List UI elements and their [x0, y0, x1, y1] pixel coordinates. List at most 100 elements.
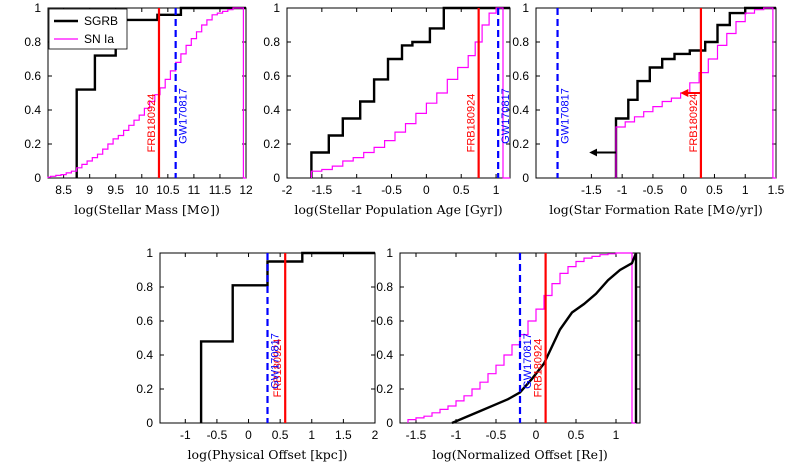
- x-tick-label: -0.5: [486, 428, 507, 442]
- x-tick-label: -1.5: [406, 428, 427, 442]
- x-tick-label: -0.5: [643, 183, 664, 197]
- axes-box: [47, 7, 247, 179]
- y-tick-label: 0.2: [263, 137, 280, 151]
- legend-label-sn: SN Ia: [84, 32, 114, 46]
- x-tick-label: 12: [239, 183, 253, 197]
- x-tick-label: 1.5: [768, 183, 785, 197]
- x-tick-label: 0: [680, 183, 687, 197]
- x-tick-label: 1: [493, 183, 500, 197]
- y-tick-label: 0.8: [512, 35, 529, 49]
- y-tick-label: 0.2: [376, 382, 393, 396]
- y-tick-label: 0.6: [263, 69, 280, 83]
- y-tick-label: 0.4: [263, 103, 280, 117]
- panel-1: 8.5 9 9.5 10 10.5 11 11.5 12 0 0.2 0.4 0.6 0.8 1 log(S…: [24, 1, 253, 217]
- panel-4: -1 -0.5 0 0.5 1 1.5 2 0 0.2 0.4 0.6 0.8 1 log(Physica…: [136, 246, 378, 462]
- y-tick-label: 0: [146, 416, 153, 430]
- y-tick-label: 0.4: [376, 348, 393, 362]
- vline-label-frb180924: FRB180924: [533, 339, 545, 398]
- y-tick-label: 0.4: [24, 103, 41, 117]
- x-tick-label: -0.5: [207, 428, 228, 442]
- y-tick-label: 0.8: [376, 280, 393, 294]
- vline-label-frb180924: FRB180924: [146, 94, 158, 153]
- y-tick-label: 0.8: [24, 35, 41, 49]
- y-tick-label: 0: [522, 171, 529, 185]
- x-tick-label: 11: [188, 183, 201, 197]
- vline-label-gw170817: GW170817: [560, 88, 572, 144]
- x-tick-label: 10: [135, 183, 149, 197]
- panel-5: -1.5 -1 -0.5 0 0.5 1 0 0.2 0.4 0.6 0.8 1 log(Normali…: [376, 246, 641, 462]
- y-tick-label: 0: [273, 171, 280, 185]
- x-axis-label: log(Stellar Mass [M⊙]): [74, 202, 220, 217]
- x-tick-label: 1.5: [335, 428, 352, 442]
- y-tick-label: 1: [273, 1, 280, 15]
- vline-label-frb180924: FRB180924: [272, 339, 284, 398]
- y-tick-label: 0.2: [24, 137, 41, 151]
- y-tick-label: 0.6: [512, 69, 529, 83]
- x-tick-label: 1: [308, 428, 315, 442]
- x-tick-label: 0.5: [453, 183, 470, 197]
- x-tick-label: 0.5: [706, 183, 723, 197]
- x-tick-label: 0.5: [568, 428, 585, 442]
- series-sgrb: [310, 6, 510, 178]
- x-tick-label: -1: [451, 428, 462, 442]
- vline-label-gw170817: GW170817: [270, 333, 282, 389]
- x-tick-label: 2: [372, 428, 379, 442]
- x-tick-label: 1: [613, 428, 620, 442]
- x-axis-label: log(Star Formation Rate [M⊙/yr]): [549, 202, 762, 217]
- x-tick-label: -1: [180, 428, 191, 442]
- x-tick-label: -1: [351, 183, 362, 197]
- vline-label-frb180924: FRB180924: [466, 94, 478, 153]
- y-tick-label: 0.2: [512, 137, 529, 151]
- vline-label-gw170817: GW170817: [522, 333, 534, 389]
- vline-label-frb180924: FRB180924: [688, 94, 700, 153]
- x-tick-label: 0: [423, 183, 430, 197]
- x-axis-label: log(Normalized Offset [Re]): [432, 447, 607, 462]
- y-tick-label: 0.8: [136, 280, 153, 294]
- y-tick-label: 0: [34, 171, 41, 185]
- x-tick-label: 1: [742, 183, 749, 197]
- x-tick-label: 0: [533, 428, 540, 442]
- vline-label-gw170817: GW170817: [178, 88, 190, 144]
- x-tick-label: 10.5: [156, 183, 180, 197]
- y-tick-label: 0: [386, 416, 393, 430]
- series-sn-ia: [310, 7, 510, 179]
- series-sgrb: [75, 6, 246, 178]
- x-tick-label: -2: [282, 183, 293, 197]
- y-tick-label: 1: [146, 246, 153, 260]
- legend-label-sgrb: SGRB: [84, 14, 118, 28]
- panel-3: -1.5 -1 -0.5 0 0.5 1 1.5 0 0.2 0.4 0.6 0.8 1 log(Star…: [512, 1, 784, 217]
- x-tick-label: 0.5: [272, 428, 289, 442]
- x-axis-label: log(Physical Offset [kpc]): [188, 447, 348, 462]
- y-tick-label: 1: [386, 246, 393, 260]
- panel-2: -2 -1.5 -1 -0.5 0 0.5 1 0 0.2 0.4 0.6 0.8 1 log(Stell…: [263, 1, 512, 217]
- x-tick-label: -1.5: [581, 183, 602, 197]
- legend: SGRB SN Ia: [48, 8, 128, 50]
- series-sgrb: [614, 6, 776, 178]
- axes-box: [535, 7, 777, 179]
- x-tick-label: -1.5: [312, 183, 333, 197]
- x-tick-label: 9: [86, 183, 93, 197]
- series-sn-ia: [615, 7, 776, 179]
- x-tick-label: 11.5: [209, 183, 232, 197]
- x-tick-label: -1: [617, 183, 628, 197]
- y-tick-label: 0.4: [136, 348, 153, 362]
- x-axis-label: log(Stellar Population Age [Gyr]): [294, 202, 502, 217]
- vline-label-gw170817: GW170817: [500, 88, 512, 144]
- legend-box: [48, 8, 128, 50]
- x-tick-label: 0: [245, 428, 252, 442]
- y-tick-label: 0.6: [136, 314, 153, 328]
- x-tick-label: 8.5: [55, 183, 72, 197]
- series-sgrb: [451, 252, 638, 425]
- series-sn-ia: [47, 7, 246, 179]
- y-tick-label: 1: [522, 1, 529, 15]
- x-tick-label: 9.5: [107, 183, 124, 197]
- y-tick-label: 0.6: [24, 69, 41, 83]
- y-tick-label: 0.8: [263, 35, 280, 49]
- y-tick-label: 0.4: [512, 103, 529, 117]
- y-tick-label: 1: [34, 1, 41, 15]
- x-tick-label: -0.5: [381, 183, 402, 197]
- y-tick-label: 0.6: [376, 314, 393, 328]
- y-tick-label: 0.2: [136, 382, 153, 396]
- series-sgrb: [199, 251, 375, 423]
